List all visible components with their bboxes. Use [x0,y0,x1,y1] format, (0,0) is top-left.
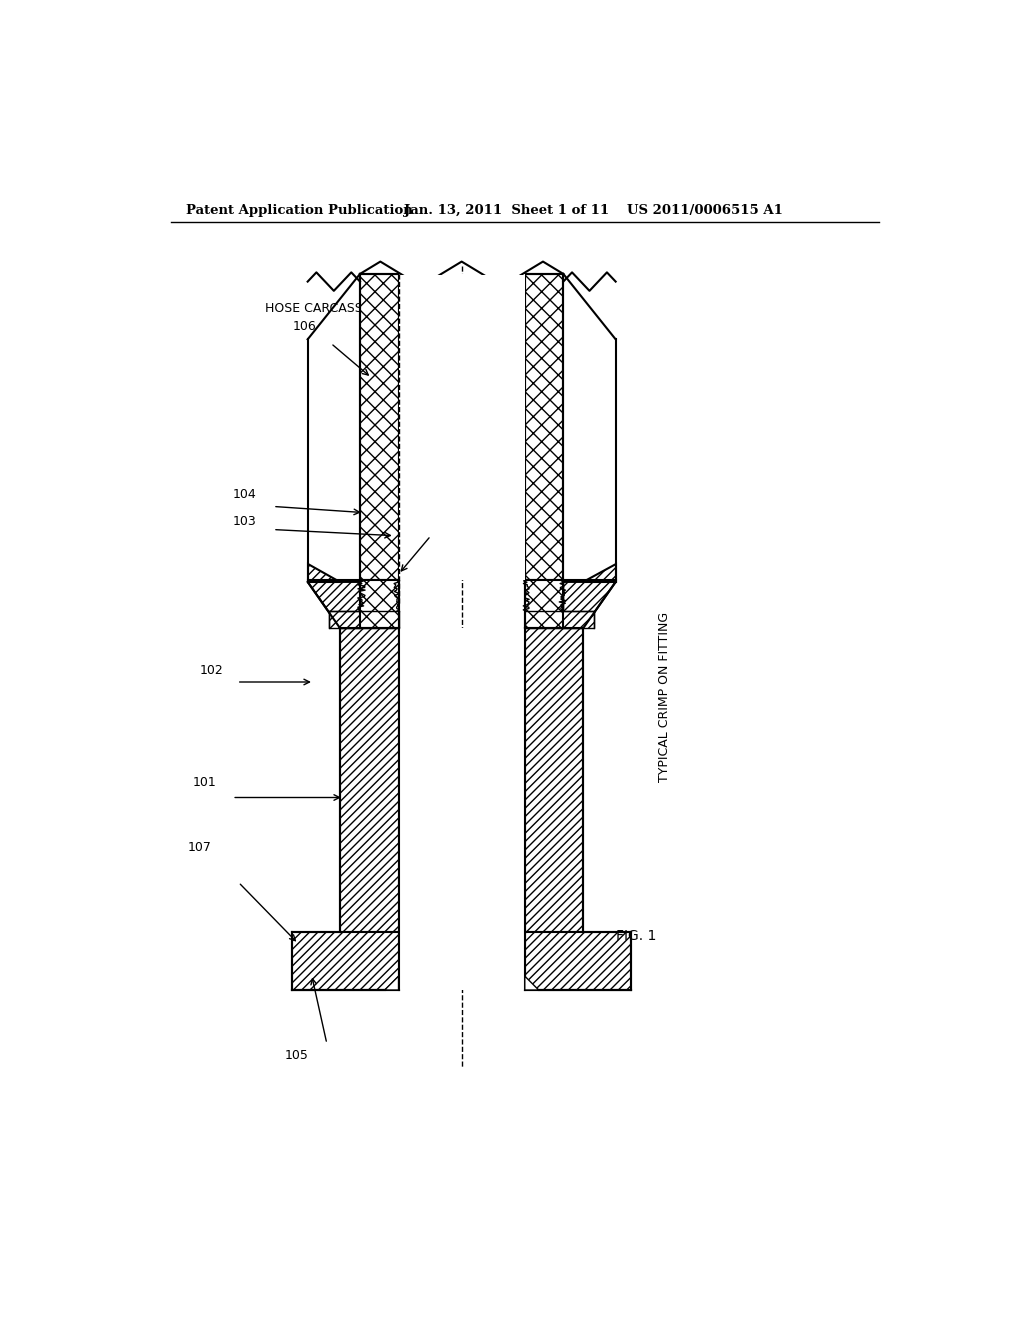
Bar [524,579,563,628]
Polygon shape [563,582,615,628]
Text: Jan. 13, 2011  Sheet 1 of 11: Jan. 13, 2011 Sheet 1 of 11 [403,205,609,218]
Text: FROM INSIDE WETTED SURFACES: FROM INSIDE WETTED SURFACES [451,326,460,511]
Polygon shape [524,977,539,990]
Text: 106: 106 [292,319,316,333]
Polygon shape [307,564,340,582]
Text: POTENTIAL AREA FOR: POTENTIAL AREA FOR [427,358,437,479]
Bar [524,628,584,932]
Text: 103: 103 [233,515,257,528]
Bar [360,579,398,628]
Bar [398,628,524,990]
Text: 101: 101 [194,776,217,788]
Text: 102: 102 [200,664,223,677]
Polygon shape [584,564,615,582]
Polygon shape [385,977,398,990]
Bar [360,275,398,579]
Text: 104: 104 [233,488,257,502]
Bar [398,275,524,579]
Text: 105: 105 [285,1049,308,1063]
Bar [292,932,398,990]
Bar [524,275,563,579]
Text: CONTAMINATION TO ENTER: CONTAMINATION TO ENTER [438,342,449,495]
Text: HOSE CARCASS: HOSE CARCASS [265,302,364,315]
Bar [399,275,524,579]
Bar [330,611,398,628]
Text: Patent Application Publication: Patent Application Publication [186,205,413,218]
Bar [524,932,631,990]
Text: FIG. 1: FIG. 1 [615,929,656,942]
Text: US 2011/0006515 A1: US 2011/0006515 A1 [628,205,783,218]
Text: TYPICAL CRIMP ON FITTING: TYPICAL CRIMP ON FITTING [658,612,671,783]
Polygon shape [307,582,360,628]
Text: 107: 107 [187,841,211,854]
Bar [340,628,398,932]
Bar [524,611,594,628]
